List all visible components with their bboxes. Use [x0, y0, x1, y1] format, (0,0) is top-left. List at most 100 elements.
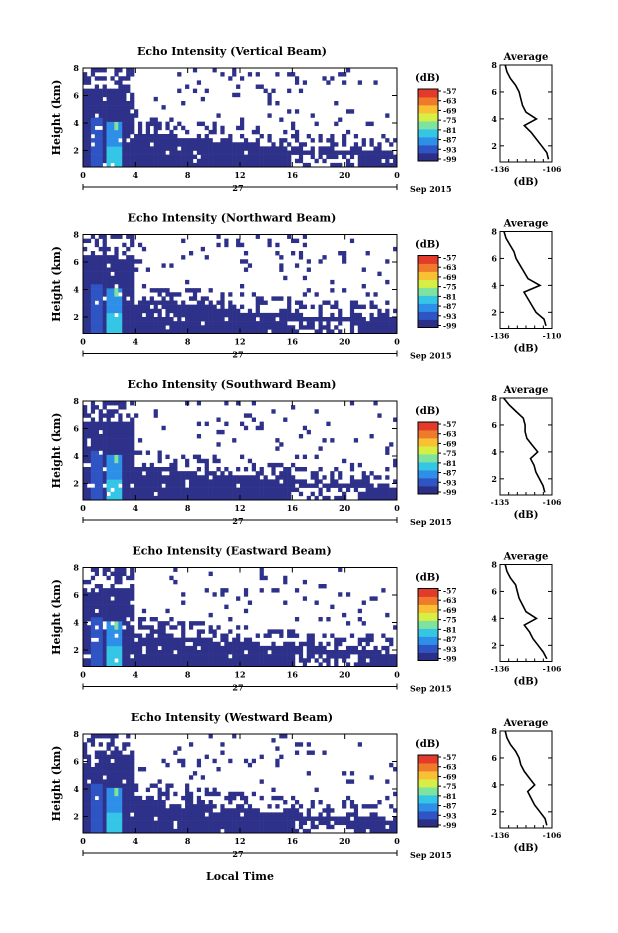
- heatmap-cell: [102, 820, 107, 826]
- heatmap-cell: [98, 479, 103, 484]
- heatmap-cell: [149, 475, 154, 480]
- heatmap-cell: [275, 101, 280, 106]
- heatmap-cell: [263, 483, 268, 488]
- heatmap-cell: [153, 154, 158, 160]
- x-tick-label: 8: [185, 503, 191, 513]
- heatmap-cell: [83, 458, 88, 464]
- heatmap-cell: [114, 300, 119, 305]
- heatmap-cell: [134, 259, 139, 264]
- heatmap-cell: [141, 321, 147, 326]
- heatmap-cell: [83, 824, 88, 830]
- heatmap-cell: [349, 650, 355, 655]
- heatmap-cell: [389, 804, 394, 809]
- heatmap-cell: [161, 621, 166, 626]
- heatmap-cell: [137, 491, 143, 497]
- heatmap-cell: [98, 88, 103, 94]
- heatmap-cell: [106, 417, 111, 422]
- heatmap-cell: [98, 467, 103, 472]
- heatmap-cell: [216, 767, 221, 772]
- heatmap-cell: [90, 446, 96, 451]
- heatmap-cell: [192, 325, 198, 330]
- heatmap-cell: [90, 425, 96, 431]
- heatmap-cell: [90, 658, 96, 663]
- heatmap-cell: [110, 425, 115, 431]
- heatmap-cell: [365, 292, 370, 297]
- heatmap-cell: [83, 754, 88, 760]
- average-frame: [499, 64, 553, 163]
- heatmap-cell: [114, 88, 119, 94]
- heatmap-cell: [369, 495, 374, 501]
- colorbar-segment: [418, 628, 438, 637]
- heatmap-cell: [153, 479, 158, 484]
- heatmap-cell: [271, 321, 276, 326]
- heatmap-cell: [255, 321, 260, 326]
- heatmap-cell: [149, 824, 154, 830]
- heatmap-cell: [83, 612, 88, 618]
- heatmap-cell: [349, 633, 355, 638]
- heatmap-cell: [326, 617, 331, 622]
- heatmap-cell: [106, 462, 111, 468]
- heatmap-cell: [102, 637, 107, 643]
- heatmap-cell: [185, 495, 190, 501]
- heatmap-cell: [200, 800, 205, 805]
- heatmap-cell: [377, 158, 382, 164]
- heatmap-cell: [102, 234, 107, 239]
- heatmap-cell: [90, 779, 96, 784]
- heatmap-cell: [212, 804, 217, 809]
- heatmap-cell: [240, 658, 245, 663]
- heatmap-cell: [314, 816, 319, 821]
- heatmap-cell: [110, 633, 115, 638]
- heatmap-cell: [271, 816, 276, 821]
- heatmap-cell: [118, 438, 123, 443]
- heatmap-cell: [90, 450, 96, 455]
- heatmap-cell: [161, 650, 166, 655]
- heatmap-cell: [126, 284, 131, 289]
- heatmap-cell: [291, 317, 296, 322]
- heatmap-cell: [314, 471, 319, 476]
- heatmap-cell: [330, 150, 335, 155]
- heatmap-cell: [134, 654, 139, 659]
- heatmap-cell: [361, 824, 366, 830]
- heatmap-cell: [369, 654, 374, 659]
- heatmap-cell: [267, 158, 272, 164]
- heatmap-cell: [279, 491, 284, 497]
- heatmap-cell: [208, 150, 213, 155]
- heatmap-cell: [251, 325, 256, 330]
- heatmap-cell: [326, 146, 331, 151]
- heatmap-cell: [153, 471, 158, 476]
- heatmap-cell: [157, 658, 162, 663]
- heatmap-cell: [243, 795, 249, 801]
- heatmap-cell: [251, 650, 256, 655]
- heatmap-cell: [94, 92, 99, 98]
- heatmap-cell: [181, 491, 186, 497]
- heatmap-cell: [106, 92, 111, 98]
- heatmap-cell: [192, 487, 198, 493]
- heatmap-cell: [153, 304, 158, 310]
- heatmap-cell: [141, 808, 147, 813]
- date-label: Sep 2015: [410, 684, 452, 694]
- heatmap-cell: [240, 146, 245, 151]
- heatmap-cell: [255, 312, 260, 318]
- heatmap-cell: [169, 658, 174, 663]
- heatmap-cell: [342, 483, 347, 488]
- heatmap-cell: [106, 246, 111, 252]
- heatmap-cell: [122, 462, 127, 468]
- heatmap-cell: [157, 450, 162, 455]
- heatmap-cell: [345, 812, 351, 817]
- heatmap-cell: [334, 637, 339, 643]
- average-y-tick-label: 4: [491, 114, 497, 124]
- heatmap-cell: [130, 238, 135, 244]
- heatmap-cell: [216, 113, 221, 118]
- heatmap-cell: [102, 462, 107, 468]
- heatmap-cell: [157, 162, 162, 168]
- heatmap-cell: [106, 284, 111, 289]
- heatmap-cell: [161, 820, 166, 826]
- heatmap-cell: [153, 138, 158, 143]
- heatmap-cell: [126, 779, 131, 784]
- heatmap-cell: [161, 658, 166, 663]
- heatmap-cell: [322, 633, 327, 638]
- heatmap-cell: [157, 329, 162, 334]
- heatmap-cell: [106, 158, 111, 164]
- heatmap-cell: [381, 134, 386, 139]
- average-y-tick-label: 8: [491, 60, 497, 70]
